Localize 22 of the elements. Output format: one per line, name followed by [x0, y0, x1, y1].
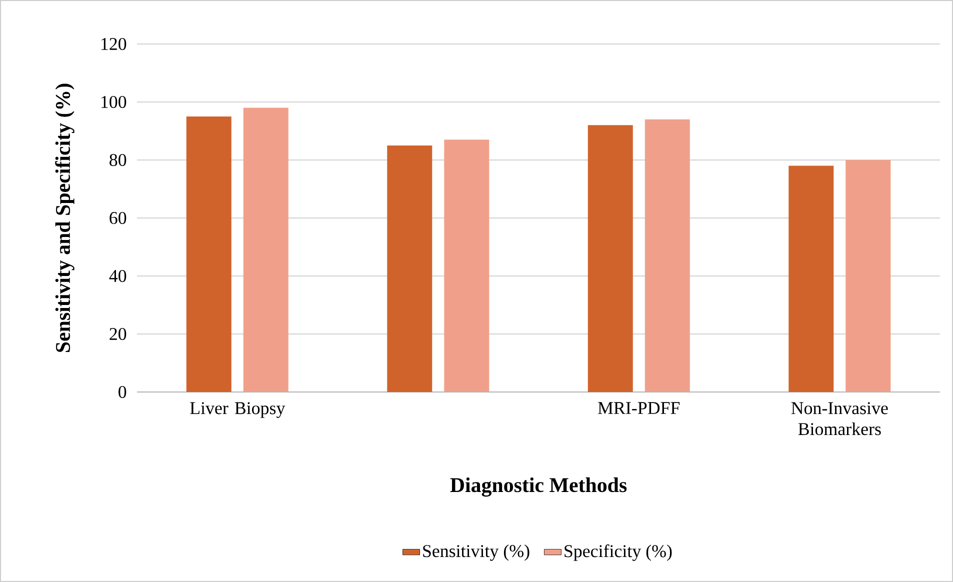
bar — [846, 160, 891, 392]
bar — [444, 140, 490, 392]
x-tick-label: Liver Biopsy — [190, 402, 286, 418]
legend-label: Specificity (%) — [564, 544, 672, 561]
bar — [387, 145, 432, 392]
legend-label: Sensitivity (%) — [423, 544, 530, 561]
y-tick-label: 20 — [110, 328, 126, 340]
bar — [186, 116, 232, 392]
y-tick-label: 120 — [102, 38, 126, 50]
y-axis-title: Sensitivity and Specificity (%) — [55, 84, 74, 352]
y-tick-label: 100 — [102, 96, 126, 108]
x-tick-label: Non-Invasive Biomarkers — [791, 402, 888, 436]
bar — [588, 125, 633, 392]
x-axis-title: Diagnostic Methods — [450, 477, 627, 497]
y-tick-label: 60 — [110, 212, 126, 224]
y-tick-label: 0 — [118, 386, 126, 398]
bar — [644, 119, 690, 392]
y-tick-label: 80 — [110, 154, 126, 166]
y-tick-label: 40 — [109, 270, 126, 282]
bar — [243, 108, 288, 392]
bar — [788, 166, 834, 392]
x-tick-label: MRI-PDFF — [598, 402, 680, 414]
